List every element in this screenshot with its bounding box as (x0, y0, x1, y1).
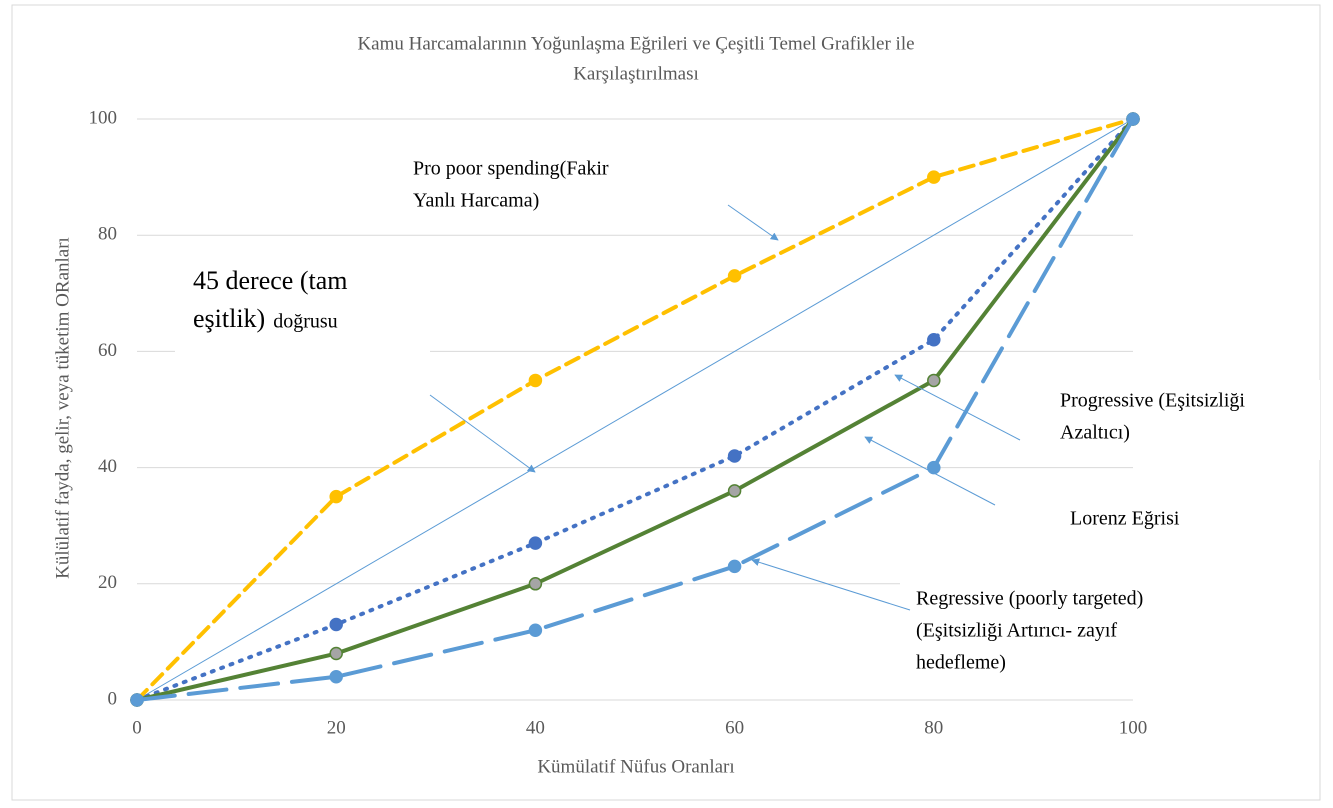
y-tick-label: 100 (89, 107, 118, 128)
annotation: Azaltıcı) (1060, 422, 1130, 444)
annotation: hedefleme) (916, 652, 1006, 674)
annotation: (Eşitsizliği Artırıcı- zayıf (916, 620, 1117, 642)
data-point (329, 489, 343, 504)
annotation-arrow (727, 204, 779, 241)
annotation-arrow (429, 394, 536, 473)
data-point (927, 460, 941, 475)
annotation-arrow (894, 374, 1021, 441)
data-point (528, 577, 543, 591)
data-point (528, 373, 543, 388)
data-point (727, 269, 742, 283)
annotation-bg (1060, 500, 1180, 540)
data-point (927, 333, 941, 347)
annotation: 45 derece (tam (193, 266, 347, 295)
x-axis-title: Kümülatif Nüfus Oranları (537, 756, 734, 777)
data-point (329, 617, 343, 632)
annotation: Pro poor spending(Fakir (413, 158, 609, 180)
series-line (136, 118, 1134, 701)
data-point (528, 536, 543, 550)
data-point (927, 373, 941, 388)
y-tick-label: 80 (98, 224, 117, 245)
x-tick-label: 80 (924, 717, 943, 738)
y-tick-label: 60 (98, 340, 117, 361)
annotation-arrow (864, 436, 996, 506)
annotation: Lorenz Eğrisi (1070, 508, 1180, 530)
data-point (329, 646, 343, 661)
data-point (927, 170, 941, 184)
data-point (130, 693, 144, 707)
y-axis-title: Külülatif fayda, gelir, veya tüketim ORa… (52, 237, 73, 579)
data-point (528, 623, 543, 638)
chart-title: Karşılaştırılması (573, 63, 699, 84)
x-tick-label: 20 (327, 717, 346, 738)
data-point (727, 449, 742, 463)
y-tick-label: 0 (108, 688, 118, 709)
annotation: Yanlı Harcama) (413, 190, 539, 212)
y-tick-label: 40 (98, 456, 117, 477)
annotation-bg (900, 580, 1250, 690)
annotation-bg (1040, 380, 1320, 460)
series-line (135, 117, 1135, 702)
annotation: eşitlik) (193, 304, 265, 333)
series-line (135, 117, 1135, 702)
series-line (135, 117, 1135, 702)
annotation-arrow (751, 558, 911, 611)
data-point (329, 670, 343, 684)
annotation: Regressive (poorly targeted) (916, 588, 1143, 610)
x-tick-label: 40 (526, 717, 545, 738)
x-tick-label: 100 (1119, 717, 1148, 738)
x-tick-label: 0 (132, 717, 142, 738)
annotation: Progressive (Eşitsizliği (1060, 390, 1245, 412)
x-tick-label: 60 (725, 717, 744, 738)
chart-title: Kamu Harcamalarının Yoğunlaşma Eğrileri … (357, 33, 914, 54)
y-tick-label: 20 (98, 572, 117, 593)
annotation-bg (175, 262, 430, 352)
data-point (727, 559, 742, 574)
annotation: doğrusu (273, 311, 337, 333)
data-point (727, 484, 742, 498)
data-point (1126, 112, 1140, 126)
